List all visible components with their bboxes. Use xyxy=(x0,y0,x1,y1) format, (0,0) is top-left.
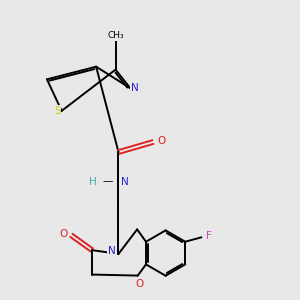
Text: O: O xyxy=(59,229,67,239)
Text: O: O xyxy=(135,279,143,289)
Text: H: H xyxy=(89,176,97,187)
Text: CH₃: CH₃ xyxy=(107,31,124,40)
Text: N: N xyxy=(108,246,116,256)
Text: O: O xyxy=(158,136,166,146)
Text: —: — xyxy=(102,176,112,187)
Text: F: F xyxy=(206,231,212,241)
Text: S: S xyxy=(54,106,61,116)
Text: N: N xyxy=(131,83,139,93)
Text: N: N xyxy=(121,176,128,187)
